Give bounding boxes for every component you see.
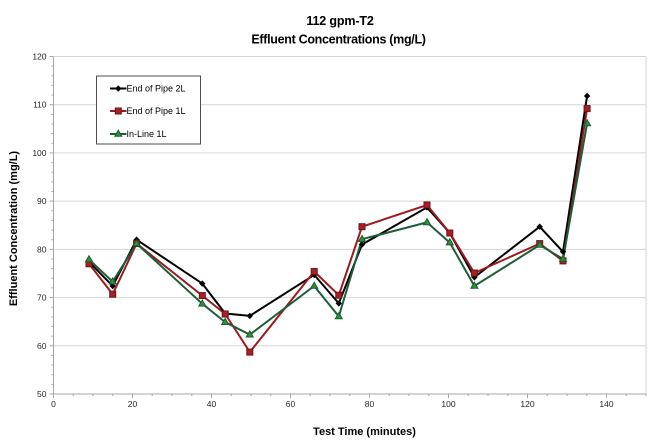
svg-text:0: 0 bbox=[51, 399, 56, 409]
svg-text:120: 120 bbox=[32, 52, 46, 62]
svg-text:End of Pipe 1L: End of Pipe 1L bbox=[127, 106, 186, 116]
svg-text:50: 50 bbox=[37, 389, 47, 399]
svg-text:140: 140 bbox=[599, 399, 613, 409]
svg-text:120: 120 bbox=[520, 399, 534, 409]
svg-text:20: 20 bbox=[128, 399, 138, 409]
svg-text:Effluent Concentrations (mg/L): Effluent Concentrations (mg/L) bbox=[251, 33, 425, 47]
svg-text:70: 70 bbox=[37, 293, 47, 303]
svg-text:90: 90 bbox=[37, 196, 47, 206]
svg-text:80: 80 bbox=[365, 399, 375, 409]
svg-text:In-Line 1L: In-Line 1L bbox=[127, 129, 167, 139]
svg-text:40: 40 bbox=[207, 399, 217, 409]
svg-text:80: 80 bbox=[37, 244, 47, 254]
svg-text:Test Time (minutes): Test Time (minutes) bbox=[313, 426, 416, 438]
svg-text:60: 60 bbox=[37, 341, 47, 351]
svg-text:110: 110 bbox=[33, 100, 47, 110]
svg-text:Effluent Concentration (mg/L): Effluent Concentration (mg/L) bbox=[8, 151, 20, 307]
svg-text:60: 60 bbox=[286, 399, 296, 409]
svg-text:End of Pipe 2L: End of Pipe 2L bbox=[127, 84, 186, 94]
svg-text:112 gpm-T2: 112 gpm-T2 bbox=[306, 14, 373, 28]
svg-text:100: 100 bbox=[32, 148, 46, 158]
svg-text:100: 100 bbox=[441, 399, 455, 409]
